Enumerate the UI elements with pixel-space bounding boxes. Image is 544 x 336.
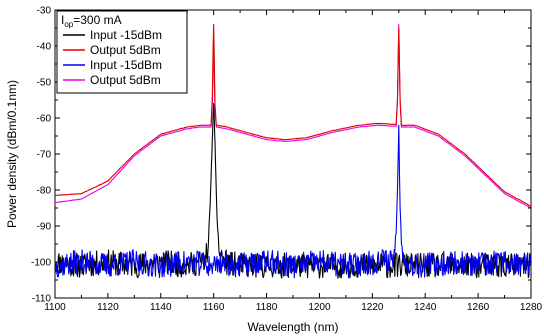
x-tick-label: 1280 bbox=[520, 302, 543, 313]
legend-label-2: Output 5dBm bbox=[90, 43, 161, 57]
series-line-4 bbox=[55, 23, 531, 209]
legend-annotation: Iop=300 mA bbox=[61, 13, 122, 29]
y-tick-label: -50 bbox=[37, 78, 52, 89]
legend-label-4: Output 5dBm bbox=[90, 73, 161, 87]
x-tick-label: 1180 bbox=[256, 302, 278, 313]
legend-label-1: Input -15dBm bbox=[90, 28, 162, 42]
x-tick-label: 1220 bbox=[361, 302, 384, 313]
x-tick-label: 1100 bbox=[44, 302, 66, 313]
y-axis-label: Power density (dBm/0.1nm) bbox=[5, 80, 19, 228]
y-tick-label: -30 bbox=[37, 6, 52, 17]
series-line-3 bbox=[55, 124, 531, 279]
x-tick-label: 1120 bbox=[97, 302, 119, 313]
x-tick-label: 1200 bbox=[308, 302, 331, 313]
y-tick-label: -40 bbox=[37, 42, 52, 53]
x-tick-label: 1260 bbox=[467, 302, 490, 313]
x-tick-label: 1240 bbox=[414, 302, 437, 313]
y-tick-label: -70 bbox=[37, 150, 52, 161]
legend-label-3: Input -15dBm bbox=[90, 58, 162, 72]
y-tick-label: -80 bbox=[37, 186, 52, 197]
y-tick-label: -90 bbox=[37, 222, 52, 233]
y-tick-label: -110 bbox=[32, 294, 52, 305]
series-line-2 bbox=[55, 23, 531, 207]
x-tick-label: 1160 bbox=[203, 302, 225, 313]
x-tick-label: 1140 bbox=[150, 302, 172, 313]
y-tick-label: -100 bbox=[31, 258, 51, 269]
y-tick-label: -60 bbox=[37, 114, 52, 125]
x-axis-label: Wavelength (nm) bbox=[248, 320, 339, 334]
